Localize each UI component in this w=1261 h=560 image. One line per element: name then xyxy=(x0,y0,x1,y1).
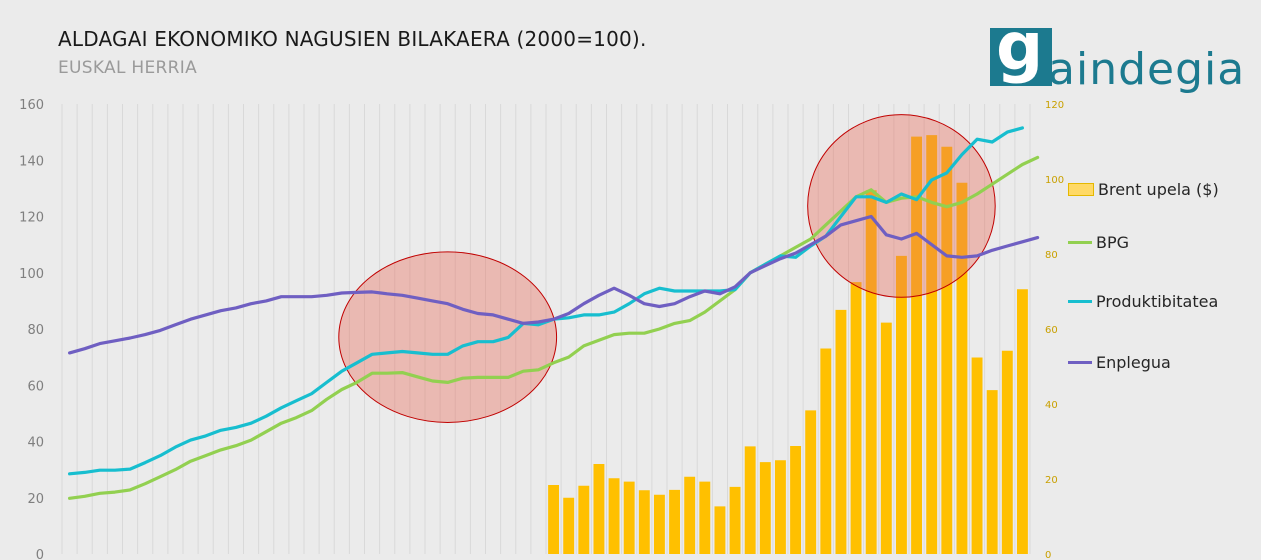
bar xyxy=(911,136,923,554)
bar xyxy=(593,464,605,554)
y-tick-label: 60 xyxy=(27,379,44,394)
bar xyxy=(1001,350,1013,554)
bar xyxy=(563,497,575,554)
bar xyxy=(820,348,832,554)
bar xyxy=(790,446,802,554)
legend-item: Enplegua xyxy=(1068,353,1171,372)
legend-label: Produktibitatea xyxy=(1096,292,1219,311)
legend-swatch xyxy=(1068,241,1092,244)
bar xyxy=(850,282,862,554)
bar xyxy=(729,486,741,554)
bar xyxy=(1016,289,1028,554)
series-line xyxy=(67,155,1040,500)
y2-tick-label: 100 xyxy=(1045,175,1064,186)
y2-tick-label: 80 xyxy=(1045,250,1058,261)
bar xyxy=(699,481,711,554)
series-line xyxy=(67,214,1040,355)
bar xyxy=(971,357,983,554)
highlight-circle xyxy=(338,251,558,423)
bar xyxy=(805,410,817,554)
bar xyxy=(986,390,998,554)
bar xyxy=(880,322,892,554)
page-title: ALDAGAI EKONOMIKO NAGUSIEN BILAKAERA (20… xyxy=(58,27,647,51)
y-tick-label: 140 xyxy=(19,154,44,169)
y2-tick-label: 60 xyxy=(1045,325,1058,336)
bar xyxy=(865,190,877,554)
bar xyxy=(759,462,771,554)
y2-tick-label: 0 xyxy=(1045,550,1051,560)
logo-text: aindegia xyxy=(1048,44,1246,95)
y2-tick-label: 40 xyxy=(1045,400,1058,411)
legend-label: Brent upela ($) xyxy=(1098,180,1219,199)
bar xyxy=(548,485,560,554)
y-axis-left: 0 20 40 60 80 100 120 140 160 xyxy=(19,98,44,560)
page-subtitle: EUSKAL HERRIA xyxy=(58,58,198,78)
y-tick-label: 160 xyxy=(19,98,44,113)
bar xyxy=(835,309,847,554)
legend-swatch xyxy=(1068,300,1092,303)
y-tick-label: 120 xyxy=(19,211,44,226)
bar xyxy=(941,146,953,554)
y-axis-right: 0 20 40 60 80 100 120 xyxy=(1045,100,1064,560)
chart-bars xyxy=(548,135,1028,554)
bar xyxy=(578,485,590,554)
y-tick-label: 0 xyxy=(36,548,44,560)
bar xyxy=(623,481,635,554)
bar xyxy=(926,135,938,554)
legend-item: BPG xyxy=(1068,233,1129,252)
bar xyxy=(744,446,756,554)
legend-swatch xyxy=(1068,361,1092,364)
legend-label: Enplegua xyxy=(1096,353,1171,372)
y2-tick-label: 20 xyxy=(1045,475,1058,486)
highlight-circle xyxy=(807,114,996,298)
bar xyxy=(684,476,696,554)
logo-box xyxy=(990,28,1052,86)
y-tick-label: 100 xyxy=(19,267,44,282)
chart-grid xyxy=(61,104,1031,554)
legend-swatch xyxy=(1068,183,1094,196)
chart-lines xyxy=(67,126,1040,500)
y-tick-label: 80 xyxy=(27,323,44,338)
bar xyxy=(653,494,665,554)
bar xyxy=(956,182,968,554)
legend-item: Produktibitatea xyxy=(1068,292,1218,311)
y-tick-label: 40 xyxy=(27,436,44,451)
logo-letter: g xyxy=(996,8,1044,85)
y2-tick-label: 120 xyxy=(1045,100,1064,111)
bar xyxy=(774,460,786,554)
bar xyxy=(895,255,907,554)
bar xyxy=(714,506,726,554)
legend-item: Brent upela ($) xyxy=(1068,180,1219,199)
y-tick-label: 20 xyxy=(27,492,44,507)
bar xyxy=(608,478,620,554)
legend-label: BPG xyxy=(1096,233,1130,252)
bar xyxy=(669,489,681,554)
bar xyxy=(638,490,650,554)
